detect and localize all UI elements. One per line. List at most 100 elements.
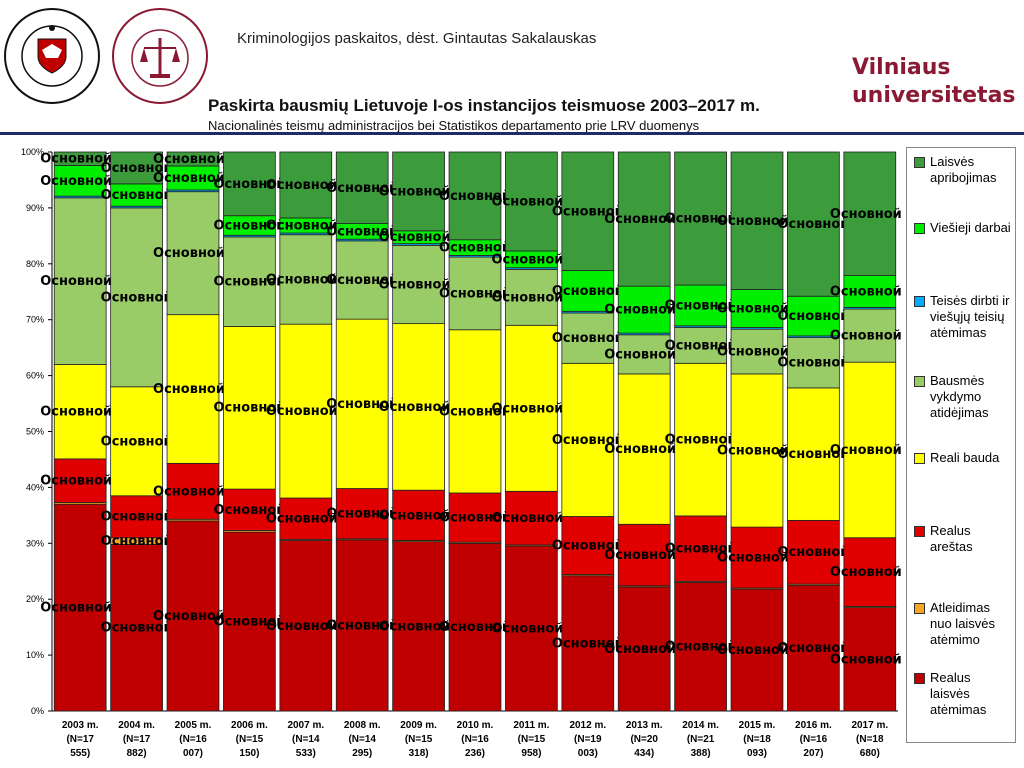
title-divider	[0, 132, 1024, 135]
data-label: Основной	[717, 345, 789, 360]
data-label: Основной	[777, 447, 849, 462]
data-label: Основной	[830, 284, 902, 299]
bar-segment	[448, 329, 502, 494]
bar-segment	[392, 489, 445, 541]
bar-segment	[617, 334, 671, 375]
bar-segment	[617, 151, 671, 287]
x-tick-label: 533)	[296, 748, 316, 759]
data-label: Основной	[40, 174, 112, 189]
data-label: Основной	[379, 400, 451, 415]
bar-stack	[335, 151, 389, 712]
x-tick-label: 007)	[183, 748, 203, 759]
y-tick-label: 70%	[26, 315, 44, 325]
bar-segment	[223, 531, 276, 712]
y-tick-label: 40%	[26, 482, 44, 492]
x-tick-label: 295)	[352, 748, 372, 759]
bar-segment	[843, 151, 897, 276]
bar-segment	[53, 364, 107, 460]
bar-segment	[674, 327, 727, 364]
x-tick-label: 207)	[803, 748, 823, 759]
data-label: Основной	[604, 442, 676, 457]
data-label: Основной	[830, 565, 902, 580]
bar-stack	[110, 151, 163, 712]
x-tick-label: 2017 m.	[851, 720, 888, 731]
bar-segment	[730, 328, 784, 375]
legend-label: Teisės dirbti ir viešųjų teisių atėmimas	[930, 293, 1010, 340]
data-label: Основной	[552, 331, 624, 346]
data-label: Основной	[439, 404, 511, 419]
data-label: Основной	[777, 309, 849, 324]
data-label: Основной	[717, 551, 789, 566]
data-label: Основной	[717, 444, 789, 459]
x-tick-label: 882)	[127, 748, 147, 759]
bar-segment	[674, 151, 727, 286]
data-label: Основной	[101, 161, 173, 176]
x-tick-label: 318)	[409, 748, 429, 759]
x-tick-label: 958)	[521, 748, 541, 759]
bar-segment	[505, 324, 558, 492]
data-label: Основной	[665, 433, 737, 448]
data-label: Основной	[379, 277, 451, 292]
data-label: Основной	[830, 652, 902, 667]
bar-segment	[674, 515, 727, 582]
bar-segment	[166, 462, 220, 520]
data-label: Основной	[777, 641, 849, 656]
data-label: Основной	[213, 275, 285, 290]
data-label: Основной	[439, 620, 511, 635]
bar-segment	[335, 151, 389, 224]
legend-label: Reali bauda	[930, 450, 1000, 465]
bar-segment	[223, 326, 276, 490]
data-label: Основной	[777, 217, 849, 232]
bar-segment	[279, 151, 333, 219]
chart-legend: Laisvės apribojimas Viešieji darbai Teisės…	[906, 147, 1016, 743]
bar-stack	[223, 151, 276, 712]
data-label: Основной	[379, 230, 451, 245]
bar-segment	[110, 386, 163, 497]
data-label: Основной	[604, 212, 676, 227]
bar-stack	[730, 151, 784, 712]
bar-segment	[674, 582, 727, 712]
x-tick-label: (N=20	[630, 734, 658, 745]
data-label: Основной	[439, 189, 511, 204]
law-faculty-seal-logo	[112, 8, 208, 104]
y-tick-label: 80%	[26, 259, 44, 269]
bar-segment	[448, 542, 502, 712]
x-tick-label: 434)	[634, 748, 654, 759]
vilnius-university-seal-logo	[4, 8, 100, 104]
bar-segment	[53, 503, 107, 712]
bar-segment	[505, 490, 558, 546]
data-label: Основной	[266, 272, 338, 287]
x-tick-label: 2008 m.	[344, 720, 381, 731]
data-label: Основной	[665, 338, 737, 353]
bar-segment	[730, 526, 784, 589]
data-label: Основной	[213, 503, 285, 518]
bar-segment	[448, 256, 502, 331]
x-tick-label: (N=14	[292, 734, 320, 745]
y-tick-label: 50%	[26, 427, 44, 437]
data-label: Основной	[326, 397, 398, 412]
data-label: Основной	[665, 298, 737, 313]
bar-segment	[561, 575, 615, 712]
bar-segment	[53, 151, 107, 166]
bar-segment	[448, 492, 502, 543]
data-label: Основной	[101, 621, 173, 636]
data-label: Основной	[439, 286, 511, 301]
data-label: Основной	[665, 212, 737, 227]
data-label: Основной	[717, 302, 789, 317]
x-tick-label: 555)	[70, 748, 90, 759]
data-label: Основной	[213, 219, 285, 234]
x-tick-label: (N=17	[123, 734, 151, 745]
legend-swatch	[914, 223, 925, 234]
data-label: Основной	[491, 252, 563, 267]
bar-stack	[561, 151, 615, 712]
x-tick-label: 2014 m.	[682, 720, 719, 731]
legend-label: Realus areštas	[930, 523, 973, 554]
data-label: Основной	[153, 152, 225, 167]
bar-stack	[617, 151, 671, 712]
bar-stack	[392, 151, 445, 712]
bar-segment	[110, 495, 163, 539]
bar-segment	[787, 584, 840, 712]
x-tick-label: (N=15	[236, 734, 264, 745]
legend-swatch	[914, 673, 925, 684]
bar-segment	[166, 191, 220, 316]
